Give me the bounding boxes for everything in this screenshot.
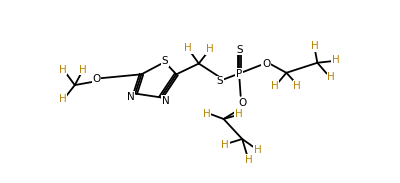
Text: H: H — [58, 94, 66, 104]
Text: P: P — [236, 69, 242, 79]
Text: H: H — [184, 43, 192, 53]
Text: H: H — [206, 44, 214, 54]
Text: H: H — [328, 72, 335, 82]
Text: H: H — [311, 41, 319, 51]
Text: H: H — [244, 155, 252, 165]
Text: S: S — [216, 76, 223, 86]
Text: H: H — [80, 65, 87, 75]
Text: H: H — [235, 109, 243, 119]
Text: H: H — [271, 81, 279, 91]
Text: H: H — [203, 109, 210, 119]
Text: N: N — [127, 92, 134, 102]
Text: O: O — [92, 74, 101, 84]
Text: S: S — [236, 45, 243, 55]
Text: O: O — [262, 59, 270, 69]
Text: H: H — [293, 81, 301, 91]
Text: S: S — [161, 56, 168, 66]
Text: H: H — [58, 65, 66, 75]
Text: H: H — [254, 145, 262, 155]
Text: H: H — [332, 55, 340, 66]
Text: O: O — [238, 98, 246, 108]
Text: N: N — [162, 96, 169, 106]
Text: H: H — [221, 140, 229, 150]
